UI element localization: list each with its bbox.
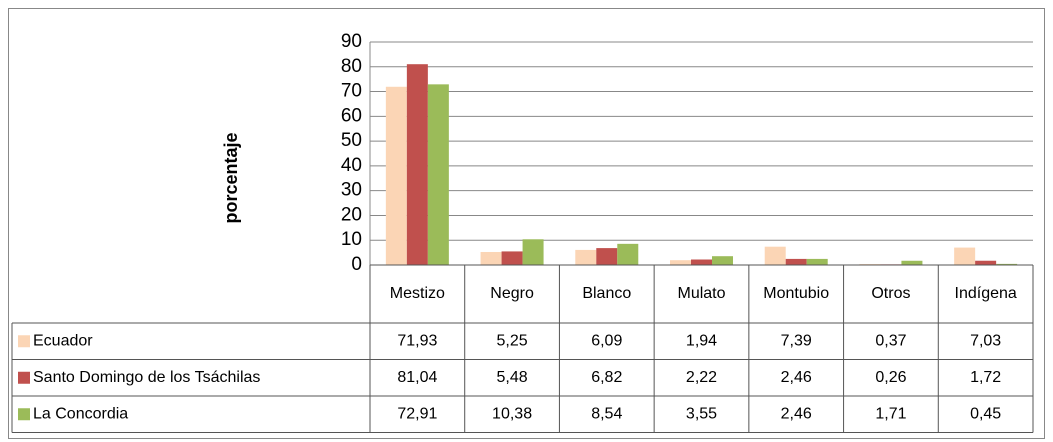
legend-swatch <box>18 371 30 384</box>
legend-label: La Concordia <box>33 405 128 422</box>
bar <box>617 243 639 265</box>
bar <box>785 258 807 265</box>
y-tick-label: 70 <box>341 81 362 102</box>
table-value: 72,91 <box>397 405 437 422</box>
bar <box>406 64 428 265</box>
bar <box>764 246 786 265</box>
bar <box>806 258 828 265</box>
table-value: 6,09 <box>591 332 622 349</box>
bar <box>385 86 407 266</box>
table-value: 1,71 <box>875 405 906 422</box>
table-value: 7,39 <box>781 332 812 349</box>
bar <box>501 251 523 265</box>
table-value: 71,93 <box>397 332 437 349</box>
legend-label: Ecuador <box>33 332 93 349</box>
table-value: 1,72 <box>970 369 1001 386</box>
bar <box>996 263 1018 265</box>
table-value: 0,26 <box>875 369 906 386</box>
y-axis-label: porcentaje <box>221 132 241 223</box>
x-tick-label: Indígena <box>955 285 1017 302</box>
x-tick-label: Blanco <box>582 285 631 302</box>
y-tick-label: 30 <box>341 180 362 201</box>
bar <box>691 259 712 265</box>
x-tick-label: Negro <box>490 285 534 302</box>
y-tick-label: 90 <box>341 31 362 52</box>
table-value: 0,37 <box>875 332 906 349</box>
x-tick-label: Montubio <box>763 285 829 302</box>
x-tick-label: Otros <box>871 285 910 302</box>
bar <box>712 256 733 265</box>
y-tick-label: 50 <box>341 130 362 151</box>
y-tick-label: 40 <box>341 155 362 176</box>
legend-swatch <box>18 408 30 421</box>
table-value: 3,55 <box>686 405 717 422</box>
table-value: 1,94 <box>686 332 717 349</box>
bar <box>670 260 691 265</box>
table-value: 10,38 <box>492 405 532 422</box>
y-tick-label: 60 <box>341 105 362 126</box>
table-value: 2,46 <box>781 405 812 422</box>
x-tick-label: Mestizo <box>390 285 445 302</box>
bar <box>901 260 923 265</box>
table-value: 2,22 <box>686 369 717 386</box>
chart-border <box>8 8 1045 439</box>
bar <box>427 84 449 266</box>
y-tick-label: 10 <box>341 229 362 250</box>
table-value: 6,82 <box>591 369 622 386</box>
y-tick-label: 0 <box>351 254 362 275</box>
bar <box>522 239 544 265</box>
table-value: 2,46 <box>781 369 812 386</box>
x-tick-label: Mulato <box>677 285 725 302</box>
legend-label: Santo Domingo de los Tsáchilas <box>33 369 260 386</box>
bar <box>480 251 502 265</box>
table-value: 0,45 <box>970 405 1001 422</box>
table-value: 7,03 <box>970 332 1001 349</box>
table-value: 8,54 <box>591 405 622 422</box>
y-tick-label: 20 <box>341 204 362 225</box>
y-tick-label: 80 <box>341 56 362 77</box>
table-value: 5,48 <box>497 369 528 386</box>
table-value: 5,25 <box>497 332 528 349</box>
table-value: 81,04 <box>397 369 437 386</box>
bar <box>575 249 597 265</box>
bar <box>975 260 997 265</box>
bar <box>596 248 618 265</box>
legend-swatch <box>18 335 30 348</box>
bar <box>954 247 976 265</box>
